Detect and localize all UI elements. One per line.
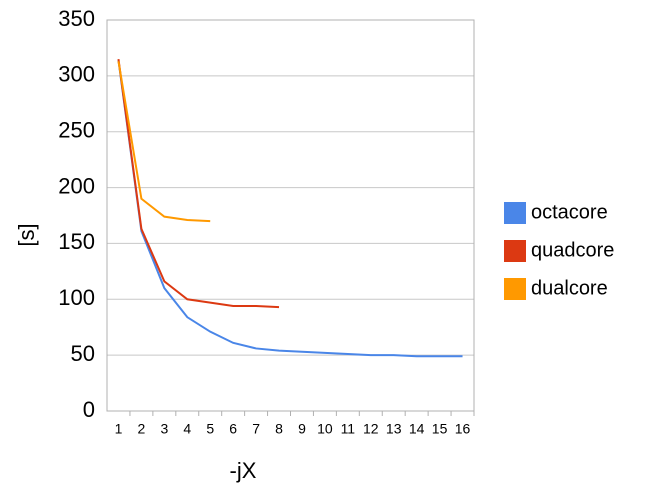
x-tick-label: 10 [317, 421, 333, 437]
legend-swatch [504, 202, 526, 224]
x-tick-label: 2 [138, 421, 146, 437]
x-tick-label: 5 [206, 421, 214, 437]
x-tick-label: 3 [160, 421, 168, 437]
x-tick-label: 7 [252, 421, 260, 437]
legend-label: dualcore [531, 277, 608, 299]
y-tick-label: 150 [58, 229, 95, 254]
x-tick-label: 15 [432, 421, 448, 437]
x-tick-label: 14 [409, 421, 425, 437]
y-tick-label: 0 [83, 397, 95, 422]
x-tick-label: 12 [363, 421, 379, 437]
y-tick-label: 350 [58, 6, 95, 31]
series-line [117, 60, 463, 358]
x-tick-label: 1 [115, 421, 123, 437]
x-tick-label: 13 [386, 421, 402, 437]
series-line [117, 58, 280, 309]
legend-swatch [504, 240, 526, 262]
x-axis-label: -jX [230, 458, 257, 483]
x-tick-label: 11 [341, 421, 356, 437]
x-tick-label: 4 [183, 421, 191, 437]
x-tick-label: 16 [455, 421, 471, 437]
x-tick-label: 6 [229, 421, 237, 437]
x-tick-label: 9 [298, 421, 306, 437]
legend-swatch [504, 278, 526, 300]
legend-label: octacore [531, 201, 608, 223]
series-line [117, 61, 211, 223]
y-tick-label: 100 [58, 285, 95, 310]
legend-label: quadcore [531, 239, 614, 261]
y-tick-label: 200 [58, 173, 95, 198]
y-axis-label: [s] [14, 223, 39, 246]
y-tick-label: 300 [58, 62, 95, 87]
y-tick-label: 50 [71, 341, 95, 366]
y-tick-label: 250 [58, 118, 95, 143]
x-tick-label: 8 [275, 421, 283, 437]
